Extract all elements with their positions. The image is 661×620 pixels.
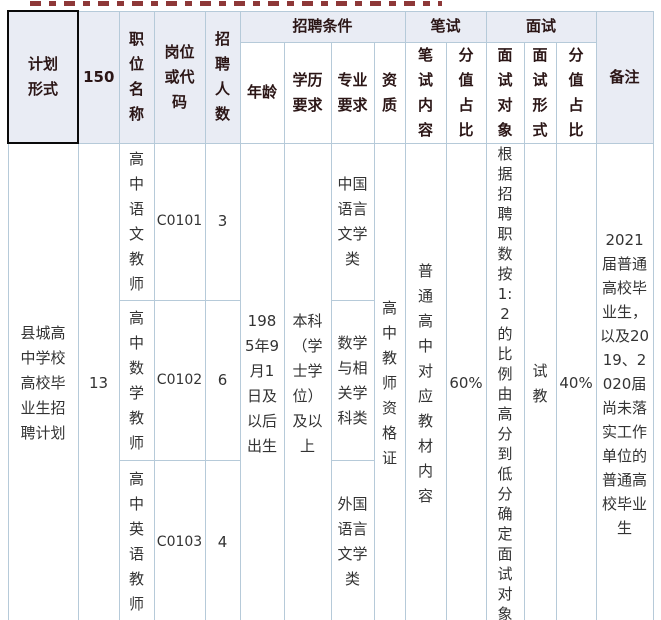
header-education-label: 学历要求: [292, 70, 323, 114]
clipped-title-text-fragment: [30, 1, 442, 6]
interview-score-ratio-value: 40%: [559, 374, 593, 392]
header-age-label: 年龄: [246, 83, 277, 101]
header-interview-group-label: 面试: [526, 17, 557, 35]
header-age: 年龄: [239, 41, 285, 144]
header-interview-score-ratio-label: 分值占比: [568, 45, 584, 139]
header-major: 专业要求: [330, 41, 375, 144]
header-recruit-count: 招聘人数: [204, 10, 241, 144]
cell-plan-count: 13: [77, 142, 120, 620]
header-written-group: 笔试: [404, 10, 487, 43]
cell-qualification: 高中教师资格证: [373, 142, 406, 620]
header-interview-score-ratio: 分值占比: [555, 41, 597, 144]
cell-recruit-count: 6: [204, 300, 241, 462]
written-score-ratio-value: 60%: [449, 374, 483, 392]
recruit-count-value: 3: [217, 212, 228, 231]
header-sub-row: 年龄 学历要求 专业要求 资质 笔试内容 分值占比 面试对象 面试形式 分值占比: [8, 41, 653, 144]
table-row-english-teacher: 高中英语教师 C0103 4 外国语言文学类: [8, 460, 653, 620]
cell-major: 外国语言文学类: [330, 460, 375, 620]
cell-position-name: 高中数学教师: [118, 300, 155, 462]
cell-position-code: C0102: [153, 300, 206, 462]
header-recruit-count-label: 招聘人数: [214, 30, 230, 123]
cell-major: 中国语言文学类: [330, 142, 375, 302]
major-value: 中国语言文学类: [337, 174, 368, 268]
recruitment-plan-table: 计划形式 150 职位名称 岗位或代码 招聘人数 招聘条件 笔试 面试 备注 年…: [7, 10, 654, 620]
header-plan-form-label: 计划形式: [27, 55, 58, 98]
header-position-code-label: 岗位或代码: [164, 42, 195, 111]
recruit-count-value: 6: [217, 371, 228, 390]
age-value: 1985年9月1日及以后出生: [244, 311, 280, 455]
header-qualification: 资质: [373, 41, 406, 144]
header-interview-form: 面试形式: [523, 41, 557, 144]
recruit-count-value: 4: [217, 532, 228, 551]
cell-remark: 2021届普通高校毕业生，以及2019、2020届尚未落实工作单位的普通高校毕业…: [595, 142, 654, 620]
header-interview-target: 面试对象: [485, 41, 525, 144]
header-written-content-label: 笔试内容: [418, 45, 434, 139]
header-interview-target-label: 面试对象: [497, 45, 513, 139]
header-conditions-group-label: 招聘条件: [292, 17, 353, 35]
header-conditions-group: 招聘条件: [239, 10, 406, 43]
cell-plan-form: 县城高中学校高校毕业生招聘计划: [7, 142, 79, 620]
header-qualification-label: 资质: [381, 70, 397, 114]
cell-education: 本科（学士学位）及以上: [283, 142, 332, 620]
header-written-group-label: 笔试: [430, 17, 461, 35]
cell-age: 1985年9月1日及以后出生: [239, 142, 285, 620]
cell-interview-score-ratio: 40%: [555, 142, 597, 620]
header-plan-count-label: 150: [83, 67, 115, 86]
header-position-code: 岗位或代码: [153, 10, 206, 144]
cell-recruit-count: 3: [204, 142, 241, 302]
major-value: 数学与相关学科类: [337, 333, 368, 427]
interview-form-value: 试教: [532, 361, 548, 405]
major-value: 外国语言文学类: [337, 495, 368, 589]
header-plan-count: 150: [77, 10, 120, 144]
header-interview-group: 面试: [485, 10, 597, 43]
header-position-name: 职位名称: [118, 10, 155, 144]
position-name-value: 高中英语教师: [128, 470, 144, 614]
header-remark-label: 备注: [609, 67, 640, 86]
cell-written-content: 普通高中对应教材内容: [404, 142, 447, 620]
cell-interview-target: 根据招聘职数按1:2的比例由高分到低分确定面试对象: [485, 142, 525, 620]
header-major-label: 专业要求: [337, 70, 368, 114]
education-value: 本科（学士学位）及以上: [292, 311, 323, 455]
header-position-name-label: 职位名称: [128, 30, 144, 123]
position-name-value: 高中语文教师: [128, 149, 144, 293]
header-written-score-ratio-label: 分值占比: [458, 45, 474, 139]
cell-position-name: 高中语文教师: [118, 142, 155, 302]
cell-major: 数学与相关学科类: [330, 300, 375, 462]
cell-position-code: C0103: [153, 460, 206, 620]
cell-interview-form: 试教: [523, 142, 557, 620]
qualification-value: 高中教师资格证: [381, 299, 397, 467]
interview-target-value: 根据招聘职数按1:2的比例由高分到低分确定面试对象: [497, 144, 513, 620]
header-written-content: 笔试内容: [404, 41, 447, 144]
header-remark: 备注: [595, 10, 654, 144]
table-row-math-teacher: 高中数学教师 C0102 6 数学与相关学科类: [8, 300, 653, 462]
plan-form-value: 县城高中学校高校毕业生招聘计划: [20, 324, 66, 443]
position-code-value: C0102: [156, 372, 203, 389]
cell-written-score-ratio: 60%: [445, 142, 487, 620]
header-group-row: 计划形式 150 职位名称 岗位或代码 招聘人数 招聘条件 笔试 面试 备注: [7, 10, 654, 144]
header-written-score-ratio: 分值占比: [445, 41, 487, 144]
plan-count-value: 13: [88, 374, 109, 392]
remark-value: 2021届普通高校毕业生，以及2019、2020届尚未落实工作单位的普通高校毕业…: [599, 230, 650, 537]
cell-position-name: 高中英语教师: [118, 460, 155, 620]
position-name-value: 高中数学教师: [128, 308, 144, 452]
written-content-value: 普通高中对应教材内容: [418, 261, 434, 505]
cell-recruit-count: 4: [204, 460, 241, 620]
cell-position-code: C0101: [153, 142, 206, 302]
header-education: 学历要求: [283, 41, 332, 144]
position-code-value: C0101: [156, 213, 203, 230]
position-code-value: C0103: [156, 533, 203, 550]
header-interview-form-label: 面试形式: [532, 45, 548, 139]
header-plan-form: 计划形式: [7, 10, 79, 144]
table-row-chinese-teacher: 县城高中学校高校毕业生招聘计划 13 高中语文教师 C0101 3 1985年9…: [7, 142, 654, 620]
